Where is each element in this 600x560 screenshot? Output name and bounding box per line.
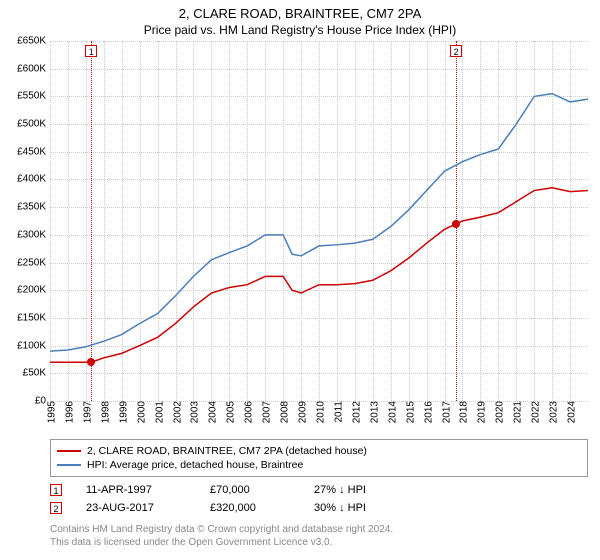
legend-label: 2, CLARE ROAD, BRAINTREE, CM7 2PA (detac…	[87, 445, 367, 457]
x-axis-label: 2000	[132, 401, 147, 423]
y-axis-label: £350K	[17, 202, 50, 213]
x-axis-label: 2005	[222, 401, 237, 423]
x-axis-label: 2021	[509, 401, 524, 423]
sales-row-delta: 27% ↓ HPI	[314, 484, 414, 496]
series-line-hpi	[50, 94, 588, 352]
x-axis-label: 2017	[437, 401, 452, 423]
footnote-line: Contains HM Land Registry data © Crown c…	[50, 523, 588, 536]
x-axis-label: 2023	[545, 401, 560, 423]
legend-label: HPI: Average price, detached house, Brai…	[87, 459, 303, 471]
x-axis-label: 2018	[455, 401, 470, 423]
x-axis-label: 2011	[329, 401, 344, 423]
sales-table: 1 11-APR-1997 £70,000 27% ↓ HPI 2 23-AUG-2017…	[50, 481, 588, 517]
y-axis-label: £200K	[17, 285, 50, 296]
x-axis-label: 1999	[114, 401, 129, 423]
sales-row-date: 11-APR-1997	[86, 484, 186, 496]
page-title: 2, CLARE ROAD, BRAINTREE, CM7 2PA	[0, 0, 600, 21]
legend-item: 2, CLARE ROAD, BRAINTREE, CM7 2PA (detac…	[57, 444, 581, 458]
footnote-line: This data is licensed under the Open Gov…	[50, 536, 588, 549]
sales-row-delta: 30% ↓ HPI	[314, 502, 414, 514]
sales-row-date: 23-AUG-2017	[86, 502, 186, 514]
x-axis-label: 2016	[419, 401, 434, 423]
x-axis-label: 2024	[563, 401, 578, 423]
legend-item: HPI: Average price, detached house, Brai…	[57, 458, 581, 472]
x-axis-label: 2012	[347, 401, 362, 423]
legend: 2, CLARE ROAD, BRAINTREE, CM7 2PA (detac…	[50, 439, 588, 477]
x-axis-label: 1996	[60, 401, 75, 423]
y-axis-label: £400K	[17, 174, 50, 185]
series-line-price_paid	[50, 188, 588, 362]
chart: £0£50K£100K£150K£200K£250K£300K£350K£400…	[50, 41, 588, 401]
x-axis-label: 2004	[204, 401, 219, 423]
y-axis-label: £300K	[17, 229, 50, 240]
y-axis-label: £100K	[17, 340, 50, 351]
x-axis-label: 2014	[383, 401, 398, 423]
x-axis-label: 2019	[473, 401, 488, 423]
page-subtitle: Price paid vs. HM Land Registry's House …	[0, 21, 600, 41]
sales-row-badge: 2	[50, 502, 62, 514]
y-axis-label: £650K	[17, 36, 50, 47]
y-axis-label: £450K	[17, 146, 50, 157]
x-axis-label: 2013	[365, 401, 380, 423]
y-axis-label: £50K	[23, 368, 50, 379]
y-axis-label: £150K	[17, 312, 50, 323]
sales-row-price: £320,000	[210, 502, 290, 514]
x-axis-label: 1995	[43, 401, 58, 423]
y-axis-label: £250K	[17, 257, 50, 268]
legend-swatch	[57, 450, 81, 452]
x-axis-label: 1998	[96, 401, 111, 423]
y-axis-label: £500K	[17, 119, 50, 130]
sales-row-badge: 1	[50, 484, 62, 496]
x-axis-label: 2020	[491, 401, 506, 423]
x-axis-label: 2007	[258, 401, 273, 423]
sales-row-price: £70,000	[210, 484, 290, 496]
y-axis-label: £600K	[17, 63, 50, 74]
x-axis-label: 2008	[276, 401, 291, 423]
legend-swatch	[57, 464, 81, 466]
x-axis-label: 2003	[186, 401, 201, 423]
x-axis-label: 1997	[78, 401, 93, 423]
x-axis-label: 2010	[312, 401, 327, 423]
x-axis-label: 2009	[294, 401, 309, 423]
x-axis-label: 2002	[168, 401, 183, 423]
x-axis-label: 2015	[401, 401, 416, 423]
sales-row: 1 11-APR-1997 £70,000 27% ↓ HPI	[50, 481, 588, 499]
footnote: Contains HM Land Registry data © Crown c…	[50, 523, 588, 549]
sales-row: 2 23-AUG-2017 £320,000 30% ↓ HPI	[50, 499, 588, 517]
y-axis-label: £550K	[17, 91, 50, 102]
x-axis-label: 2001	[150, 401, 165, 423]
x-axis-label: 2006	[240, 401, 255, 423]
x-axis-label: 2022	[527, 401, 542, 423]
